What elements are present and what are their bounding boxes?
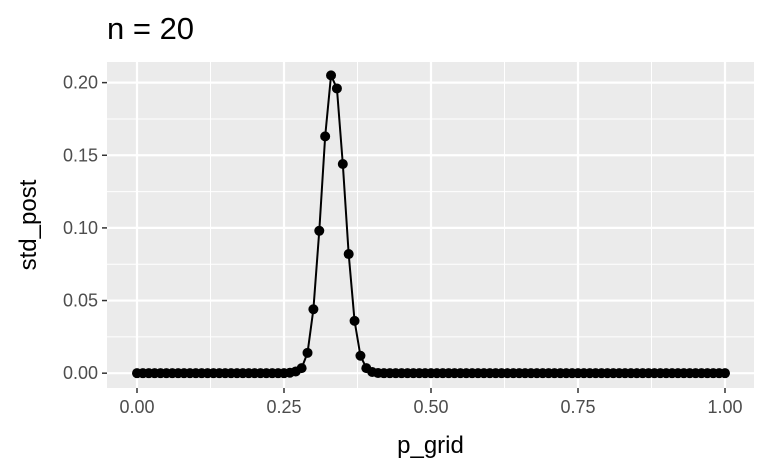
x-tick-label: 0.50 — [413, 397, 448, 417]
data-point — [308, 304, 319, 315]
y-tick-label: 0.00 — [63, 363, 98, 383]
data-point — [349, 315, 360, 326]
y-tick-label: 0.05 — [63, 291, 98, 311]
data-point — [302, 347, 313, 358]
chart-title: n = 20 — [107, 11, 194, 46]
data-point — [314, 225, 325, 236]
data-point — [343, 249, 354, 260]
y-axis: 0.00 0.05 0.10 0.15 0.20 — [63, 73, 107, 383]
y-tick-label: 0.15 — [63, 145, 98, 165]
data-point — [296, 363, 307, 374]
x-tick-label: 1.00 — [707, 397, 742, 417]
x-tick-label: 0.00 — [119, 397, 154, 417]
data-point — [326, 70, 337, 81]
x-tick-label: 0.75 — [560, 397, 595, 417]
x-tick-label: 0.25 — [266, 397, 301, 417]
y-tick-label: 0.10 — [63, 218, 98, 238]
x-axis: 0.00 0.25 0.50 0.75 1.00 — [119, 388, 743, 417]
data-point — [720, 368, 730, 379]
data-point — [355, 350, 366, 361]
y-tick-label: 0.20 — [63, 73, 98, 93]
data-point — [320, 131, 331, 142]
y-axis-title: std_post — [15, 179, 42, 270]
data-points — [132, 70, 730, 379]
data-point — [331, 83, 342, 94]
data-point — [337, 158, 348, 169]
x-axis-title: p_grid — [397, 432, 464, 459]
